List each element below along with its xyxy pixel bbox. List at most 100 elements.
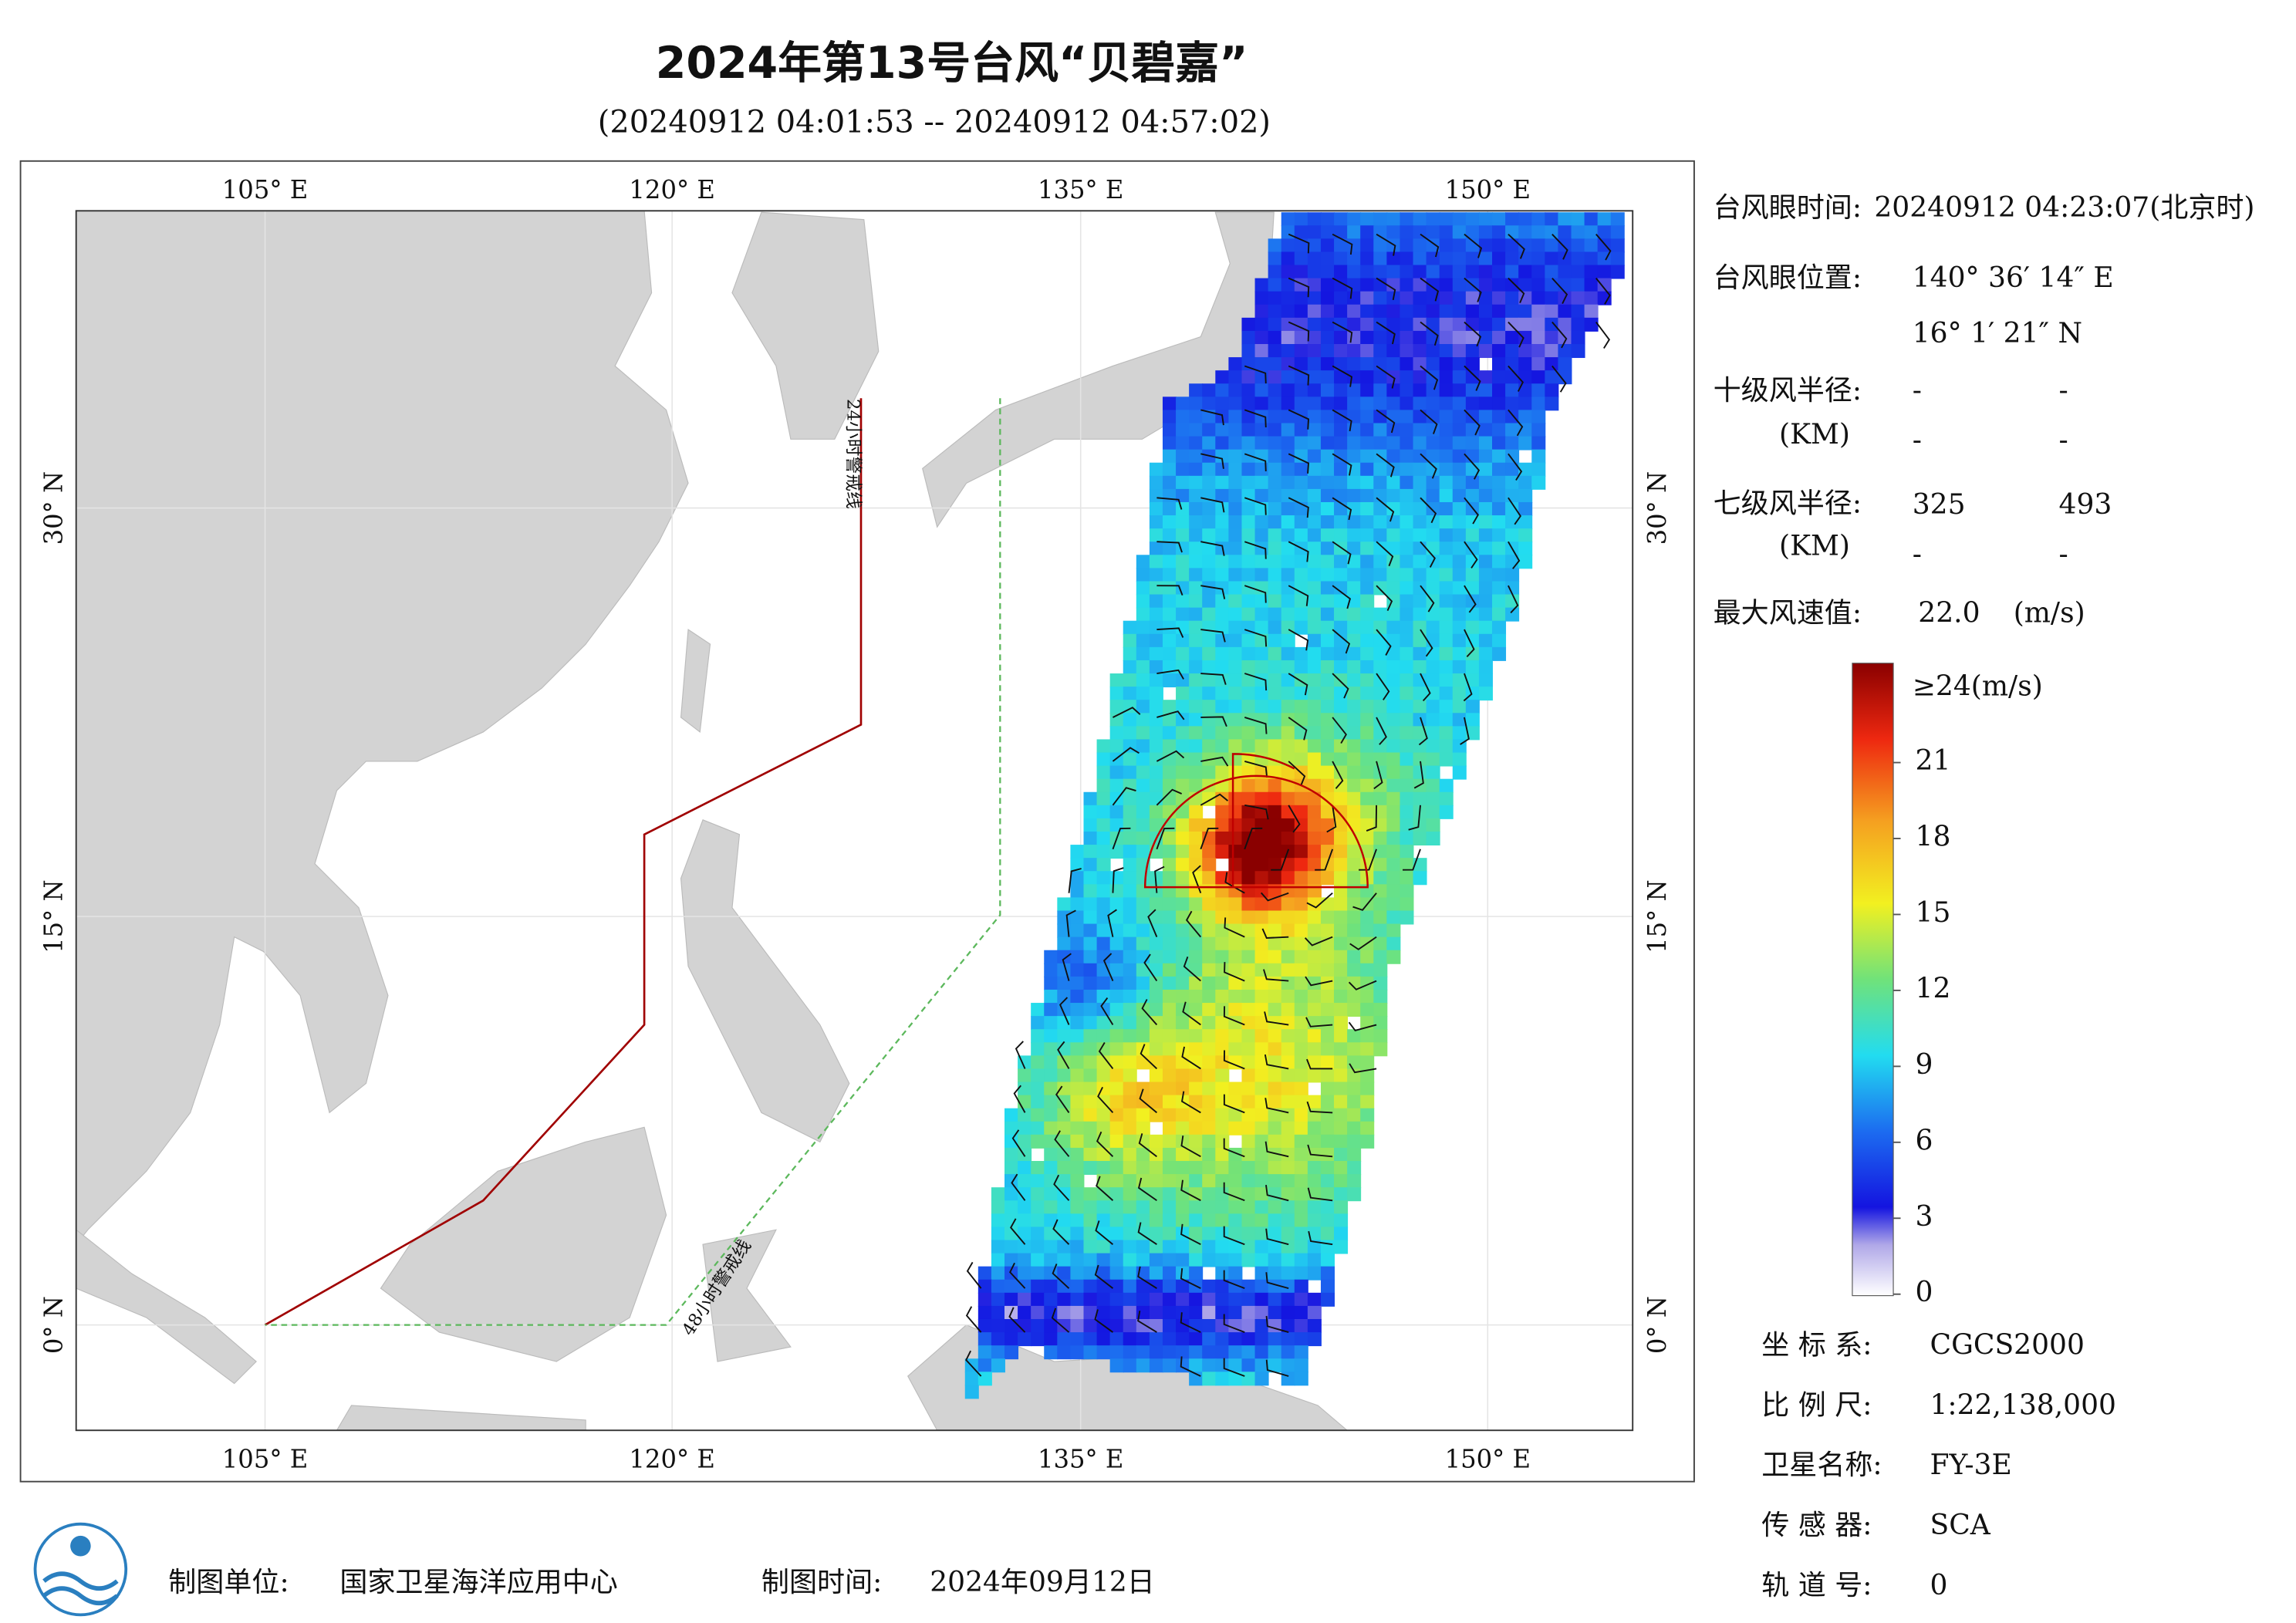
wind-cell — [1241, 330, 1256, 345]
wind-cell — [1254, 700, 1269, 714]
wind-cell — [1373, 778, 1388, 793]
wind-cell — [1320, 1174, 1335, 1189]
wind-cell — [1294, 594, 1308, 609]
wind-cell — [1031, 1253, 1045, 1267]
wind-barb — [1183, 956, 1201, 982]
wind-cell — [1057, 1081, 1072, 1096]
wind-cell — [1083, 871, 1098, 886]
wind-cell — [1465, 370, 1480, 385]
wind-cell — [1228, 700, 1243, 714]
wind-cell — [1347, 660, 1362, 674]
wind-barb — [1366, 805, 1378, 832]
info-value: 325 — [1913, 488, 1966, 521]
wind-cell — [1492, 291, 1507, 305]
wind-cell — [1518, 383, 1533, 398]
wind-cell — [1334, 1187, 1349, 1202]
wind-cell — [1360, 423, 1375, 437]
wind-cell — [1320, 1253, 1335, 1267]
wind-cell — [1031, 1318, 1045, 1334]
wind-cell — [1031, 1200, 1045, 1215]
wind-cell — [1334, 700, 1349, 714]
wind-cell — [1057, 1318, 1072, 1334]
wind-cell — [1136, 1187, 1150, 1202]
wind-cell — [1215, 739, 1230, 754]
wind-cell — [1070, 1332, 1085, 1347]
wind-cell — [1452, 488, 1467, 503]
wind-cell — [1505, 383, 1520, 398]
wind-cell — [1465, 568, 1480, 582]
wind-cell — [1202, 976, 1217, 990]
wind-cell — [1439, 317, 1454, 332]
wind-cell — [1452, 581, 1467, 596]
wind-cell — [1215, 976, 1230, 990]
wind-cell — [1215, 936, 1230, 951]
wind-cell — [1413, 370, 1427, 385]
wind-cell — [1215, 1161, 1230, 1176]
wind-cell — [1320, 976, 1335, 990]
wind-cell — [1307, 633, 1322, 648]
wind-cell — [1189, 1147, 1204, 1162]
wind-cell — [1109, 1095, 1124, 1109]
wind-cell — [1281, 488, 1295, 503]
wind-cell — [1123, 673, 1137, 688]
wind-cell — [1478, 225, 1493, 240]
wind-cell — [1281, 713, 1295, 727]
wind-cell — [1228, 871, 1243, 886]
wind-cell — [1413, 832, 1427, 846]
wind-cell — [1413, 633, 1427, 648]
wind-cell — [1136, 778, 1150, 793]
wind-cell — [1268, 1227, 1282, 1241]
wind-cell — [1176, 1121, 1190, 1135]
wind-cell — [1413, 818, 1427, 832]
wind-cell — [1162, 607, 1177, 622]
wind-cell — [1228, 462, 1243, 477]
wind-cell — [1545, 370, 1559, 385]
wind-cell — [1320, 1095, 1335, 1109]
wind-cell — [1452, 528, 1467, 543]
wind-cell — [1215, 370, 1230, 385]
wind-cell — [1176, 542, 1190, 556]
wind-cell — [1334, 832, 1349, 846]
wind-barb — [1244, 409, 1267, 428]
wind-barb — [1376, 321, 1396, 345]
wind-cell — [1531, 383, 1546, 398]
wind-cell — [1162, 1134, 1177, 1149]
wind-cell — [1202, 646, 1217, 661]
wind-cell — [1149, 871, 1163, 886]
wind-cell — [1439, 673, 1454, 688]
wind-cell — [1347, 594, 1362, 609]
wind-cell — [1215, 660, 1230, 674]
wind-cell — [1268, 791, 1282, 806]
wind-cell — [1215, 950, 1230, 964]
wind-cell — [1189, 832, 1204, 846]
info-value: - — [1913, 538, 1922, 571]
wind-cell — [1241, 845, 1256, 859]
wind-cell — [1320, 1161, 1335, 1176]
wind-cell — [1268, 1029, 1282, 1044]
wind-cell — [1215, 528, 1230, 543]
wind-cell — [1228, 436, 1243, 450]
wind-cell — [1070, 1213, 1085, 1228]
wind-cell — [1465, 528, 1480, 543]
wind-cell — [1465, 330, 1480, 345]
wind-cell — [1478, 317, 1493, 332]
wind-cell — [1584, 304, 1599, 319]
wind-cell — [1149, 1147, 1163, 1162]
wind-cell — [1347, 845, 1362, 859]
wind-cell — [1083, 791, 1098, 806]
wind-cell — [1149, 1174, 1163, 1189]
wind-cell — [1162, 1253, 1177, 1267]
wind-cell — [1162, 475, 1177, 490]
wind-cell — [1320, 1108, 1335, 1122]
wind-cell — [1439, 475, 1454, 490]
wind-cell — [1268, 278, 1282, 292]
wind-cell — [1268, 1345, 1282, 1360]
wind-cell — [1189, 515, 1204, 530]
wind-cell — [1400, 832, 1414, 846]
wind-cell — [1320, 1279, 1335, 1294]
wind-cell — [1400, 528, 1414, 543]
wind-cell — [1281, 1279, 1295, 1294]
wind-cell — [1176, 1266, 1190, 1281]
wind-cell — [1439, 528, 1454, 543]
wind-cell — [1228, 1121, 1243, 1135]
